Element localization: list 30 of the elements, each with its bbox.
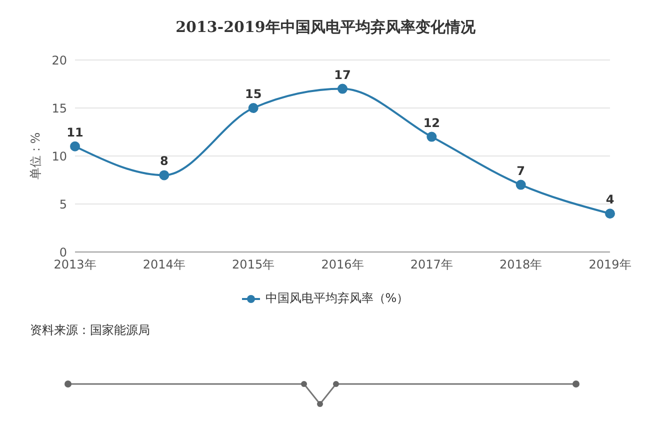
data-label: 7 bbox=[516, 164, 526, 178]
x-tick-label: 2016年 bbox=[321, 258, 364, 272]
data-label: 4 bbox=[606, 192, 614, 207]
x-tick-label: 2017年 bbox=[410, 258, 453, 272]
point bbox=[516, 180, 526, 190]
text: 资料来源：国家能源局 bbox=[30, 322, 150, 339]
data-label: 8 bbox=[160, 154, 168, 168]
y-tick-label: 15 bbox=[52, 101, 67, 116]
x-tick-label: 2013年 bbox=[54, 258, 96, 272]
data-label: 17 bbox=[334, 68, 351, 82]
point bbox=[426, 132, 437, 142]
point bbox=[605, 208, 615, 219]
x-tick-label: 2014年 bbox=[142, 258, 186, 272]
point bbox=[159, 170, 170, 180]
chart-title: 2013-2019年中国风电平均弃风率变化情况 bbox=[174, 18, 476, 37]
point bbox=[70, 141, 80, 152]
x-tick-label: 2019年 bbox=[588, 258, 632, 272]
x-tick-label: 2018年 bbox=[500, 258, 542, 272]
y-tick-label: 10 bbox=[52, 149, 67, 164]
point bbox=[338, 84, 348, 94]
y-tick-label: 20 bbox=[52, 53, 67, 68]
y-axis-title: 单位：% bbox=[28, 132, 42, 180]
data-label: 12 bbox=[423, 116, 440, 130]
y-tick-label: 5 bbox=[59, 197, 67, 212]
x-tick-label: 2015年 bbox=[232, 258, 275, 272]
y-tick-label: 0 bbox=[59, 245, 67, 260]
point bbox=[248, 103, 258, 113]
data-label: 11 bbox=[66, 125, 84, 140]
data-label: 15 bbox=[244, 87, 262, 101]
legend-label: 中国风电平均弃风率（%） bbox=[265, 290, 409, 307]
